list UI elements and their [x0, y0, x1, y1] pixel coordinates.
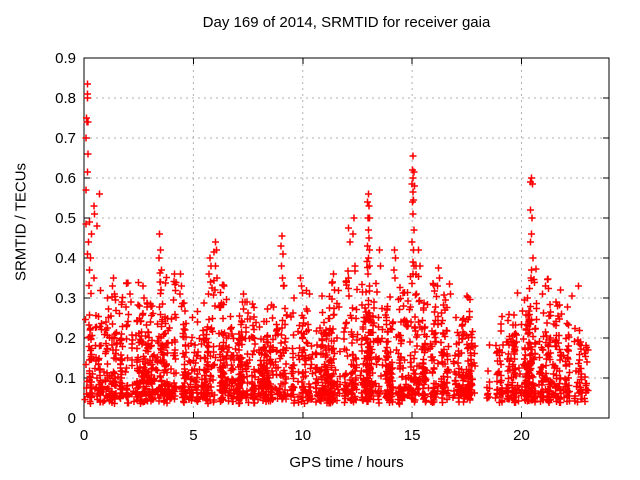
y-tick-label: 0 — [68, 410, 76, 427]
y-tick-label: 0.2 — [55, 330, 76, 347]
x-tick-label: 20 — [513, 427, 530, 444]
y-tick-label: 0.1 — [55, 370, 76, 387]
x-tick-label: 0 — [80, 427, 88, 444]
y-tick-label: 0.4 — [55, 250, 76, 267]
y-tick-label: 0.8 — [55, 90, 76, 107]
scatter-points — [81, 80, 592, 408]
y-tick-label: 0.9 — [55, 50, 76, 67]
chart-title: Day 169 of 2014, SRMTID for receiver gai… — [202, 14, 491, 31]
x-tick-label: 10 — [294, 427, 311, 444]
y-tick-label: 0.5 — [55, 210, 76, 227]
y-tick-label: 0.3 — [55, 290, 76, 307]
plot-frame — [83, 57, 610, 419]
y-tick-label: 0.7 — [55, 130, 76, 147]
y-tick-label: 0.6 — [55, 170, 76, 187]
x-axis-title: GPS time / hours — [289, 454, 404, 471]
x-tick-label: 5 — [189, 427, 197, 444]
x-tick-label: 15 — [404, 427, 421, 444]
